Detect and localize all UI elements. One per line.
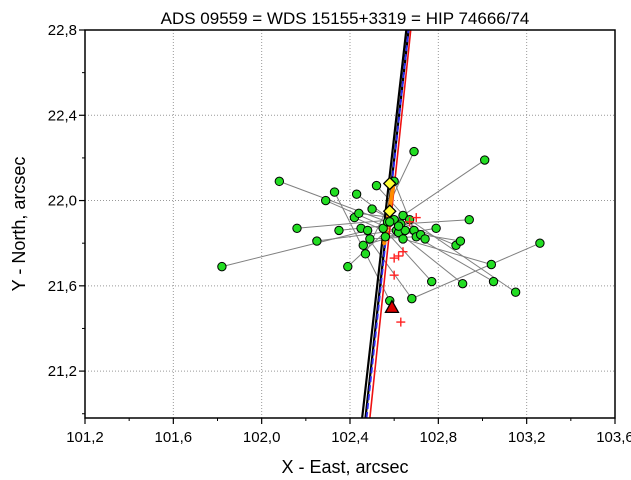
observation-point	[334, 225, 344, 236]
plus-marker	[394, 251, 404, 261]
plus-markers	[389, 213, 421, 327]
observation-point	[535, 238, 545, 248]
x-tick-label: 101,2	[66, 429, 104, 446]
y-tick-label: 22,8	[48, 22, 77, 39]
diamond-marker	[382, 204, 397, 219]
x-tick-label: 102,8	[420, 429, 458, 446]
y-tick-label: 21,6	[48, 278, 77, 295]
x-tick-label: 102,4	[331, 429, 369, 446]
observation-point	[329, 187, 340, 197]
observation-point	[351, 189, 362, 199]
observation-point	[486, 259, 497, 270]
plus-marker	[396, 317, 406, 327]
observation-point	[217, 261, 227, 272]
x-tick-label: 103,6	[596, 429, 631, 446]
x-axis-title: X - East, arcsec	[281, 457, 408, 477]
observation-point	[420, 234, 430, 244]
x-axis-ticks: 101,2 101,6 102,0 102,4 102,8 103,2 103,6	[66, 418, 631, 446]
connector-line	[402, 159, 485, 216]
observation-point	[409, 146, 419, 157]
observation-point	[380, 232, 391, 242]
observation-point	[358, 240, 368, 251]
observation-point	[457, 278, 468, 289]
observation-point	[365, 234, 375, 244]
connector-line	[411, 242, 541, 300]
x-tick-label: 101,6	[155, 429, 193, 446]
chart-title: ADS 09559 = WDS 15155+3319 = HIP 74666/7…	[161, 9, 530, 28]
observation-point	[321, 195, 331, 206]
observation-point	[385, 217, 395, 227]
observation-point	[367, 204, 377, 214]
orbit-line-blue	[365, 30, 410, 418]
observation-point	[292, 223, 302, 233]
plus-marker	[389, 270, 399, 280]
connector-line	[402, 238, 492, 265]
connector-line	[221, 229, 368, 268]
plus-marker	[389, 253, 399, 263]
observation-point	[455, 236, 466, 246]
triangle-marker	[384, 299, 400, 313]
plus-marker	[398, 247, 408, 257]
plus-marker	[411, 213, 421, 223]
special-markers	[382, 176, 400, 313]
connector-line	[369, 236, 417, 240]
observation-point	[378, 223, 388, 233]
observation-point	[407, 293, 417, 304]
observation-point	[354, 208, 364, 219]
observation-point	[312, 236, 322, 246]
x-tick-label: 102,0	[243, 429, 281, 446]
observation-point	[480, 155, 490, 165]
observation-point	[371, 180, 382, 191]
observation-point	[431, 223, 441, 233]
y-tick-label: 21,2	[48, 363, 77, 380]
observation-point	[464, 215, 474, 225]
x-tick-label: 103,2	[508, 429, 546, 446]
observation-point	[274, 176, 285, 187]
observation-point	[343, 261, 353, 272]
connector-line	[382, 227, 433, 282]
diamond-marker	[382, 176, 397, 191]
observation-point	[427, 276, 437, 287]
observation-point	[398, 210, 408, 221]
y-tick-label: 22,0	[48, 193, 77, 210]
observation-point	[398, 234, 408, 244]
grid-lines	[85, 30, 615, 418]
y-axis-ticks: 21,2 21,6 22,0 22,4 22,8	[48, 22, 85, 415]
observation-point	[362, 225, 373, 236]
connector-line	[296, 219, 395, 229]
observation-point	[393, 221, 404, 231]
plus-marker	[405, 217, 415, 227]
observation-points	[217, 146, 545, 306]
observation-point	[360, 249, 371, 259]
observation-point	[488, 276, 499, 287]
y-axis-title: Y - North, arcsec	[9, 157, 29, 292]
y-tick-label: 22,4	[48, 107, 77, 124]
observation-point	[510, 287, 521, 297]
plot-layer	[217, 30, 545, 418]
